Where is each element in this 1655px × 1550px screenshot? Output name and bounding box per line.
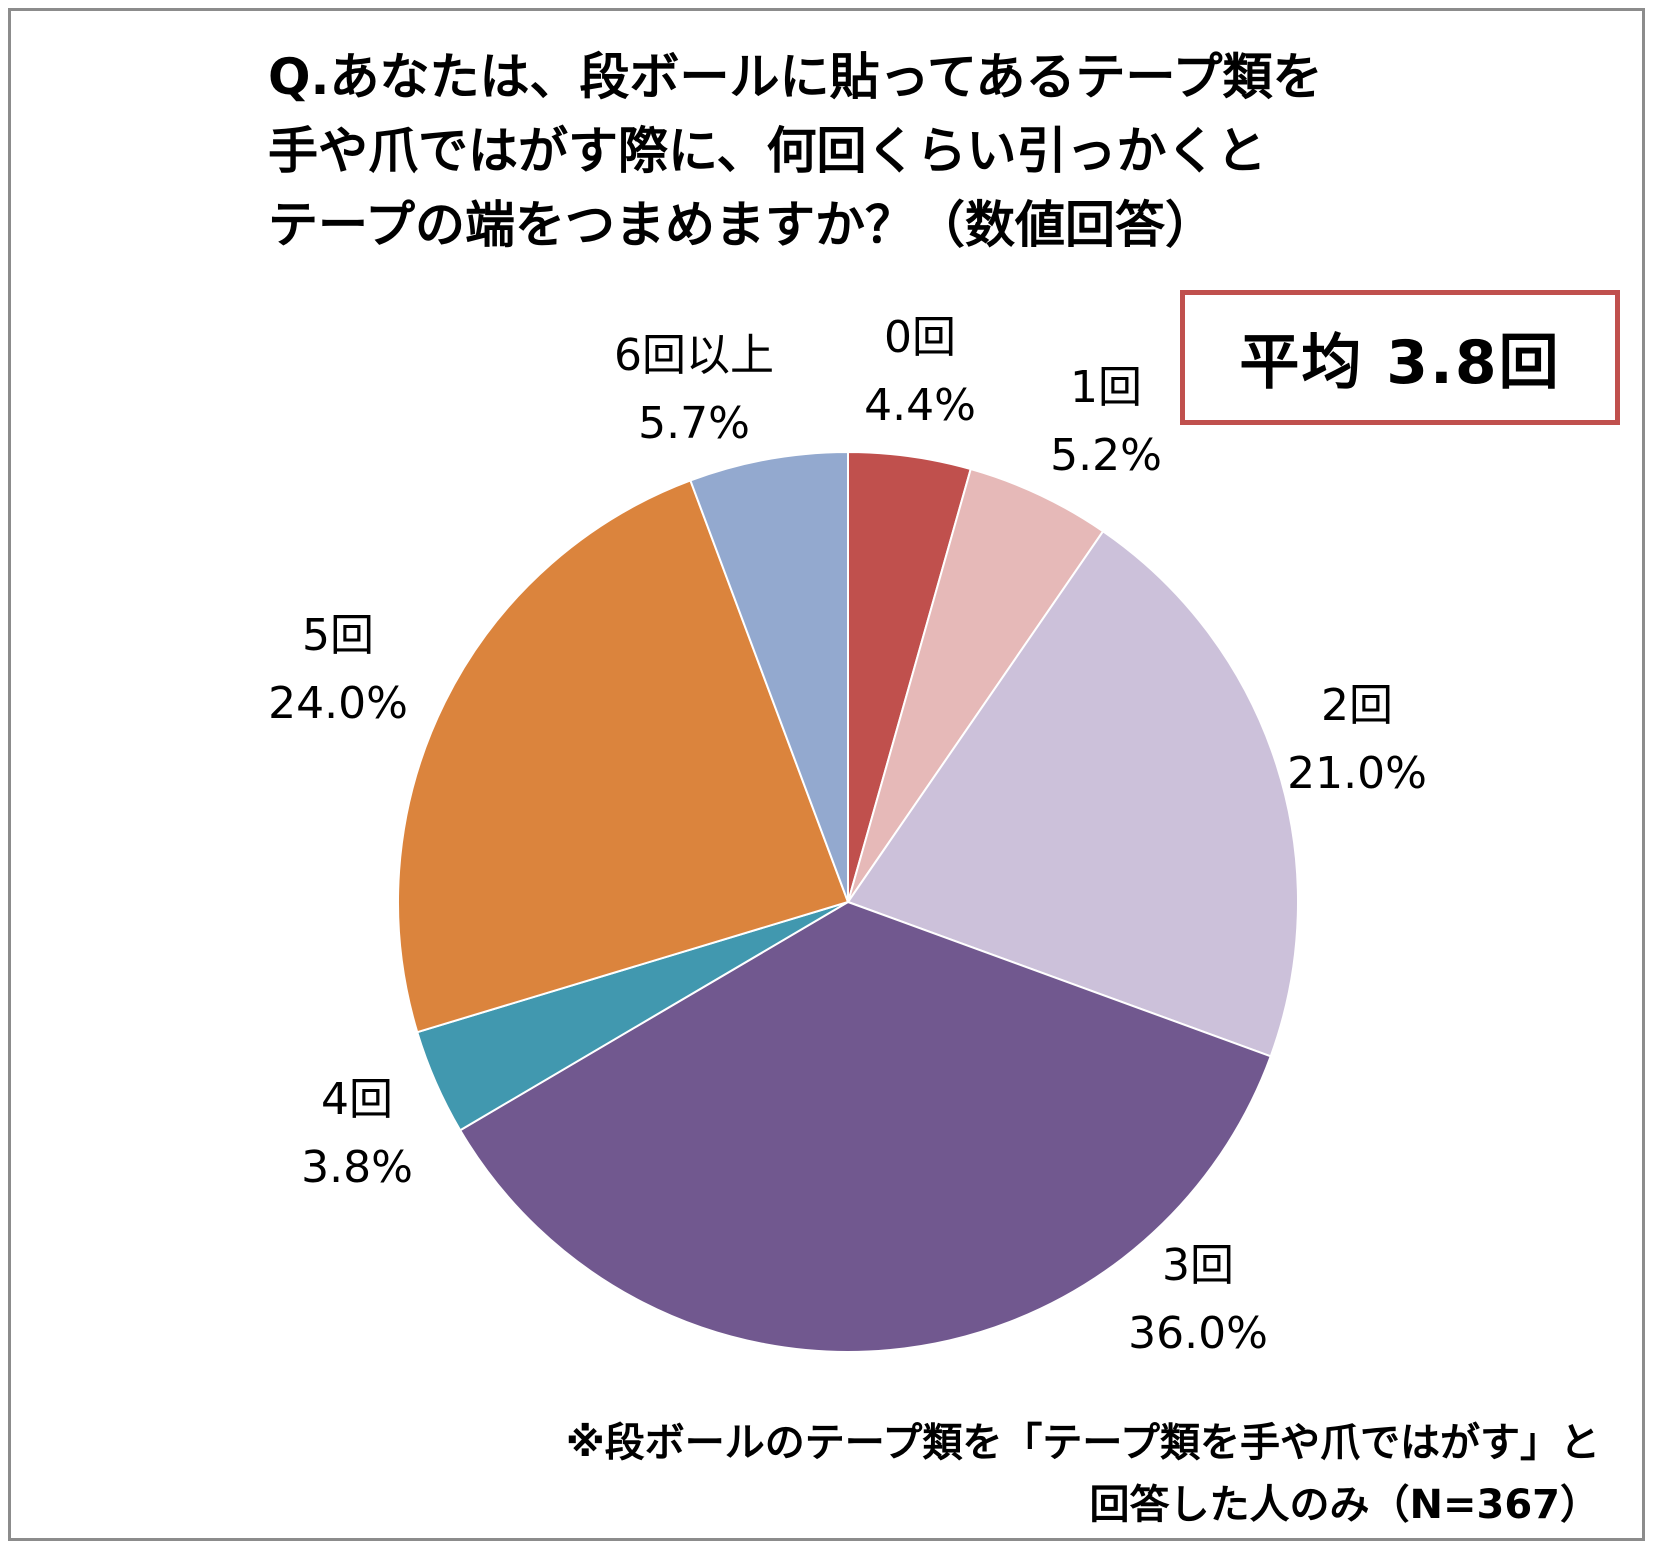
- slice-label-category: 5回: [302, 610, 374, 661]
- slice-label-category: 3回: [1162, 1240, 1234, 1291]
- average-box: 平均 3.8回: [1180, 290, 1620, 425]
- slice-label-category: 1回: [1069, 362, 1142, 413]
- slice-label-6: 6回以上 5.7%: [614, 322, 774, 458]
- slice-label-3: 3回 36.0%: [1128, 1232, 1268, 1368]
- slice-label-2: 2回 21.0%: [1287, 672, 1427, 808]
- slice-label-percent: 5.7%: [638, 398, 750, 449]
- slice-label-percent: 21.0%: [1287, 748, 1427, 799]
- slice-label-percent: 36.0%: [1128, 1308, 1268, 1359]
- slice-label-5: 5回 24.0%: [268, 602, 408, 738]
- slice-label-0: 0回 4.4%: [864, 304, 976, 440]
- slice-label-category: 2回: [1321, 680, 1393, 731]
- slice-label-4: 4回 3.8%: [301, 1066, 413, 1202]
- slice-label-percent: 24.0%: [268, 678, 408, 729]
- footnote: ※段ボールのテープ類を「テープ類を手や爪ではがす」と 回答した人のみ（N=367…: [566, 1412, 1600, 1536]
- chart-title-line-2: 手や爪ではがす際に、何回くらい引っかくと: [268, 122, 1267, 180]
- pie-slice-6: [689, 450, 849, 903]
- chart-frame: [8, 8, 1645, 1541]
- slice-label-percent: 5.2%: [1050, 430, 1162, 481]
- pie-slice-1: [847, 467, 1105, 903]
- slice-label-1: 1回 5.2%: [1050, 354, 1162, 490]
- slice-label-percent: 4.4%: [864, 380, 976, 431]
- footnote-line-2: 回答した人のみ（N=367）: [1089, 1482, 1601, 1528]
- pie-slice-2: [846, 529, 1300, 1058]
- chart-title: Q.あなたは、段ボールに貼ってあるテープ類を 手や爪ではがす際に、何回くらい引っ…: [268, 40, 1508, 262]
- chart-title-line-1: Q.あなたは、段ボールに貼ってあるテープ類を: [268, 48, 1323, 106]
- slice-label-category: 4回: [320, 1074, 393, 1125]
- slice-label-category: 6回以上: [614, 330, 774, 381]
- slice-label-category: 0回: [883, 312, 956, 363]
- chart-title-line-3: テープの端をつまめますか？（数値回答）: [268, 196, 1215, 254]
- slice-label-percent: 3.8%: [301, 1142, 413, 1193]
- pie-slice-3: [458, 900, 1273, 1353]
- pie-slice-5: [397, 479, 850, 1034]
- footnote-line-1: ※段ボールのテープ類を「テープ類を手や爪ではがす」と: [565, 1420, 1600, 1466]
